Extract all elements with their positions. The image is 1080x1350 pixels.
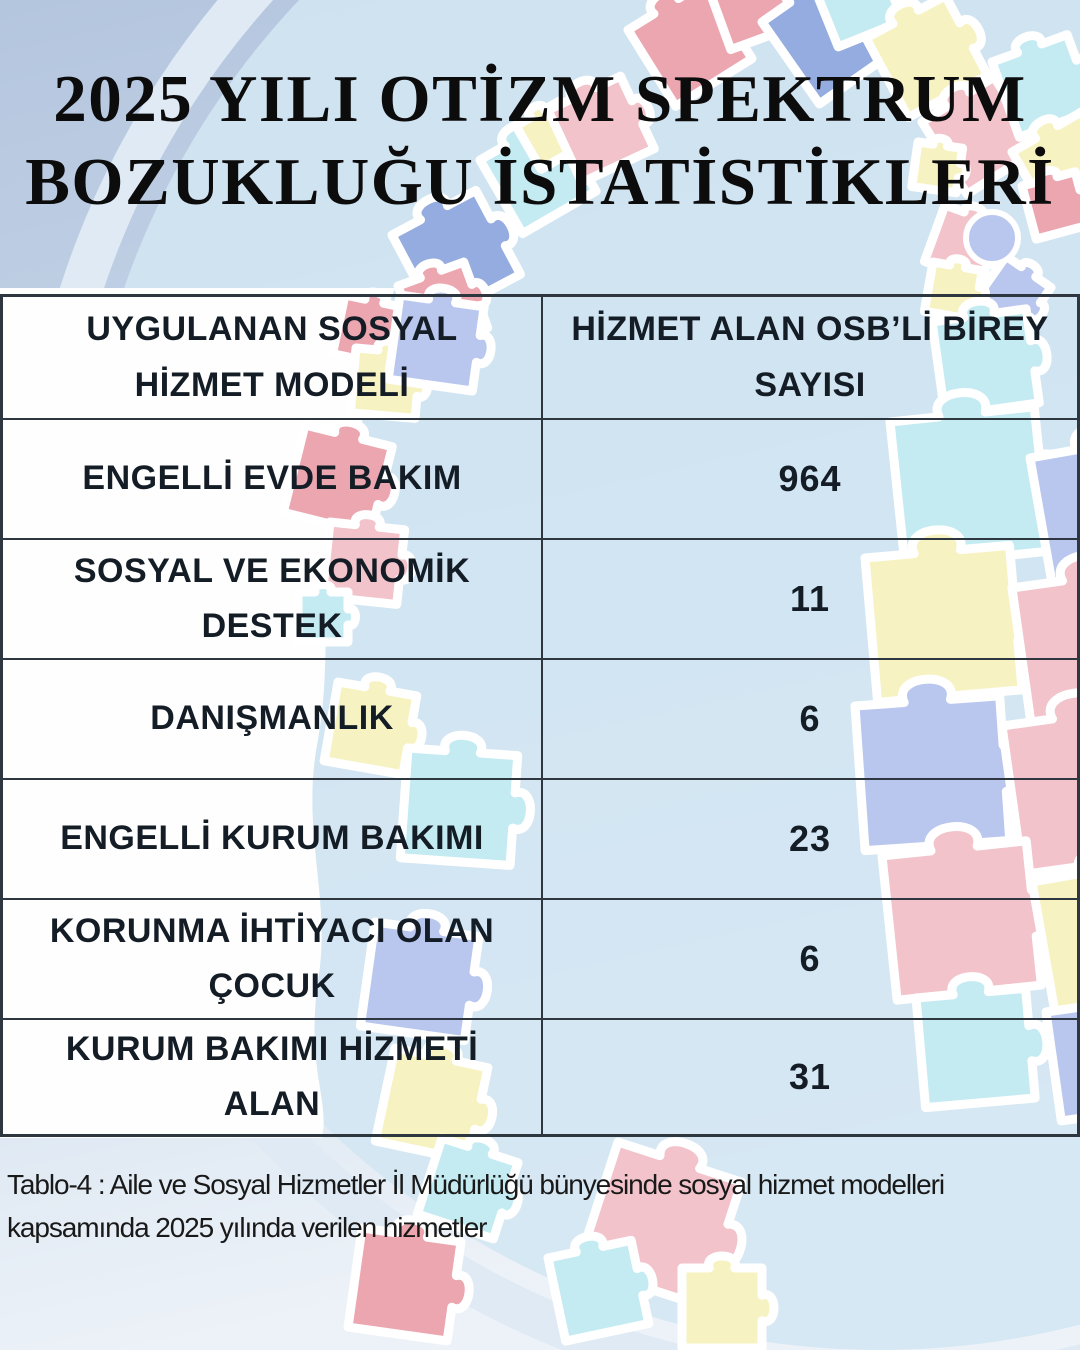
table-caption: Tablo-4 : Aile ve Sosyal Hizmetler İl Mü… — [7, 1169, 945, 1243]
table-row-count: 11 — [541, 538, 1077, 658]
table-row-model: DANIŞMANLIK — [3, 658, 542, 778]
table-row-model: KURUM BAKIMI HİZMETİ ALAN — [3, 1018, 542, 1134]
table-row-count: 6 — [541, 898, 1077, 1018]
table-row-count: 31 — [541, 1018, 1077, 1134]
table-row-count: 6 — [541, 658, 1077, 778]
puzzle-piece-icon — [682, 1256, 774, 1348]
table-row-count: 964 — [541, 418, 1077, 538]
table-row-model: ENGELLİ KURUM BAKIMI — [3, 778, 542, 898]
statistics-table: UYGULANAN SOSYAL HİZMET MODELİ HİZMET AL… — [0, 294, 1080, 1137]
table-header-count: HİZMET ALAN OSB’Lİ BİREY SAYISI — [541, 297, 1077, 418]
page-title: 2025 YILI OTİZM SPEKTRUM BOZUKLUĞU İSTAT… — [25, 62, 1055, 220]
figure-head-dot — [963, 209, 1021, 267]
table-row-model: ENGELLİ EVDE BAKIM — [3, 418, 542, 538]
table-row-model: KORUNMA İHTİYACI OLAN ÇOCUK — [3, 898, 542, 1018]
puzzle-scatter-right-of-title — [912, 135, 1080, 337]
table-header-model: UYGULANAN SOSYAL HİZMET MODELİ — [86, 310, 458, 404]
table-row-count: 23 — [541, 778, 1077, 898]
table-row-model: SOSYAL VE EKONOMİK DESTEK — [3, 538, 542, 658]
